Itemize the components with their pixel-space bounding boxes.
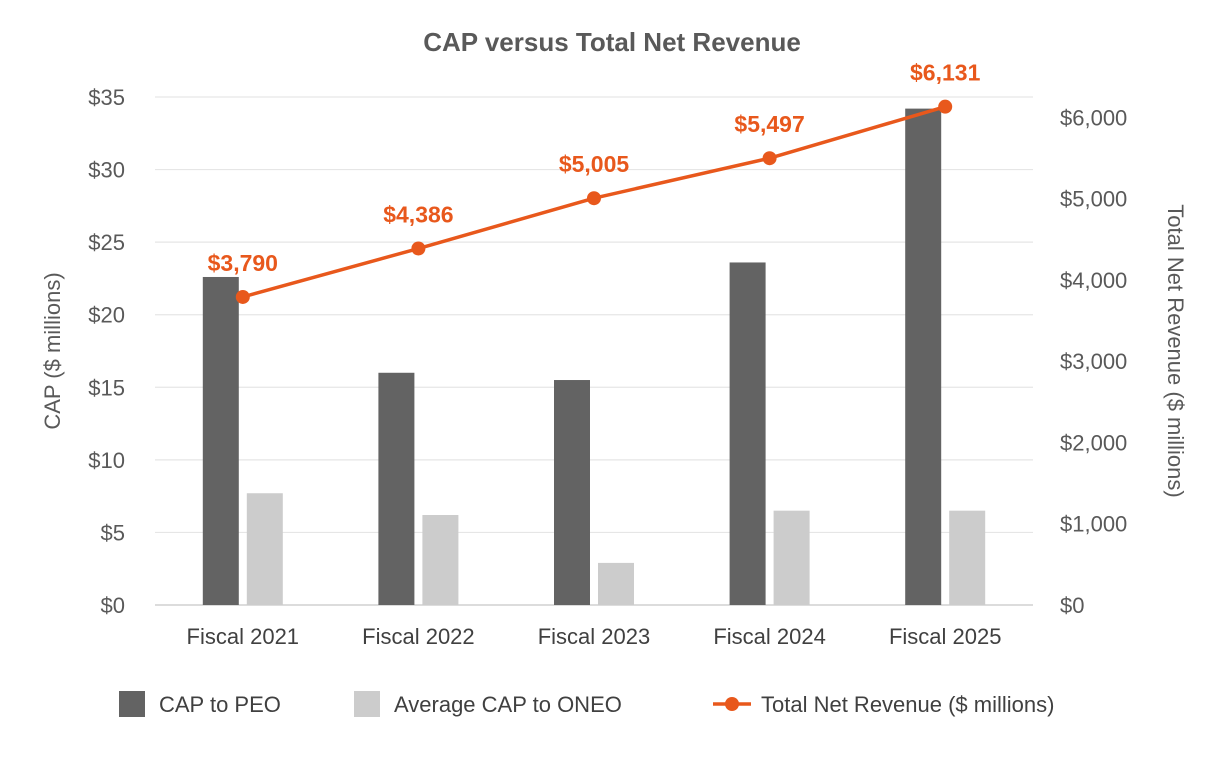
revenue-line-group: $3,790 $4,386 $5,005 $5,497 $6,131: [208, 60, 981, 304]
bar-cap-to-peo: [378, 372, 415, 605]
revenue-point: [938, 99, 953, 114]
category-label: Fiscal 2022: [362, 624, 475, 649]
right-axis-ticks: $0 $1,000 $2,000 $3,000 $4,000 $5,000 $6,000: [1060, 105, 1127, 618]
revenue-data-label: $6,131: [910, 60, 981, 86]
right-tick-label: $5,000: [1060, 187, 1127, 212]
bars-group: [202, 108, 986, 606]
left-tick-label: $0: [101, 593, 125, 618]
legend-swatch: [354, 691, 380, 717]
right-tick-label: $0: [1060, 593, 1084, 618]
right-tick-label: $2,000: [1060, 430, 1127, 455]
category-label: Fiscal 2024: [713, 624, 826, 649]
left-tick-label: $30: [88, 158, 125, 183]
left-tick-label: $5: [101, 520, 125, 545]
legend-label: Average CAP to ONEO: [394, 692, 622, 717]
category-label: Fiscal 2021: [187, 624, 300, 649]
bar-average-cap-to-oneo: [949, 510, 986, 605]
right-tick-label: $6,000: [1060, 105, 1127, 130]
bar-average-cap-to-oneo: [598, 562, 634, 605]
bar-average-cap-to-oneo: [422, 515, 459, 605]
legend: CAP to PEO Average CAP to ONEO Total Net R…: [119, 691, 1054, 717]
legend-swatch-marker: [725, 697, 739, 711]
gridlines: [155, 96, 1033, 606]
left-axis-ticks: $0 $5 $10 $15 $20 $25 $30 $35: [88, 85, 125, 618]
left-tick-label: $15: [88, 375, 125, 400]
left-tick-label: $10: [88, 448, 125, 473]
right-tick-label: $4,000: [1060, 268, 1127, 293]
left-tick-label: $25: [88, 230, 125, 255]
category-label: Fiscal 2025: [889, 624, 1002, 649]
bar-cap-to-peo: [729, 262, 766, 605]
revenue-point: [411, 241, 426, 256]
revenue-point: [235, 289, 250, 304]
revenue-point: [762, 151, 777, 166]
legend-swatch: [119, 691, 145, 717]
revenue-data-label: $5,497: [734, 111, 804, 137]
bar-average-cap-to-oneo: [773, 510, 810, 605]
right-axis-title: Total Net Revenue ($ millions): [1163, 204, 1188, 497]
left-axis-title: CAP ($ millions): [40, 272, 65, 429]
bar-cap-to-peo: [554, 380, 590, 605]
chart-title: CAP versus Total Net Revenue: [423, 27, 801, 57]
revenue-data-label: $5,005: [559, 151, 630, 177]
revenue-data-label: $3,790: [208, 250, 278, 276]
revenue-data-label: $4,386: [383, 202, 453, 228]
bar-average-cap-to-oneo: [246, 493, 283, 605]
left-tick-label: $35: [88, 85, 125, 110]
right-tick-label: $1,000: [1060, 512, 1127, 537]
bar-cap-to-peo: [905, 108, 942, 606]
legend-label: Total Net Revenue ($ millions): [761, 692, 1054, 717]
right-tick-label: $3,000: [1060, 349, 1127, 374]
category-label: Fiscal 2023: [538, 624, 651, 649]
category-labels: Fiscal 2021 Fiscal 2022 Fiscal 2023 Fiscal …: [187, 624, 1002, 649]
bar-cap-to-peo: [202, 276, 239, 605]
left-tick-label: $20: [88, 303, 125, 328]
revenue-point: [587, 191, 601, 206]
legend-label: CAP to PEO: [159, 692, 281, 717]
